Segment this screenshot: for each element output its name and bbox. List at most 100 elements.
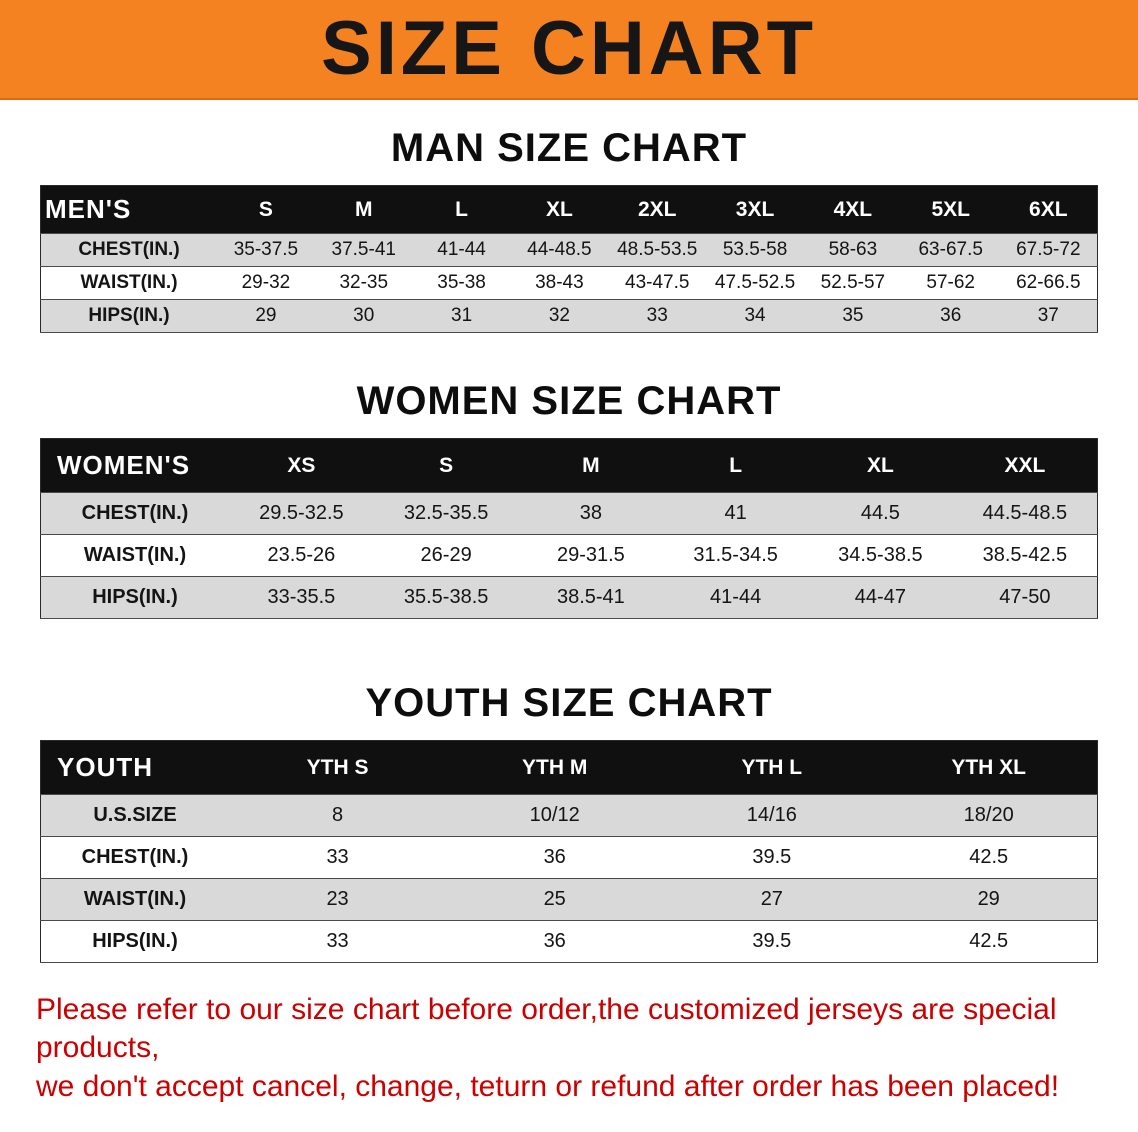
size-value-cell: 38.5-41 [556,586,625,608]
size-value-cell: 58-63 [828,239,878,260]
size-value-cell: 41-44 [437,239,486,260]
size-column-header: L [663,438,808,493]
size-column-header: 2XL [608,185,707,234]
size-value-cell: 35 [842,305,864,326]
size-value-cell: 33 [646,305,668,326]
size-value-cell: 32.5-35.5 [403,502,489,524]
size-value-cell: 38.5-42.5 [982,544,1068,566]
table-corner-label: WOMEN'S [40,438,229,493]
size-value-cell: 39.5 [752,846,792,868]
size-column-header: M [314,185,413,234]
size-column-header: 4XL [803,185,902,234]
size-value-cell: 44.5-48.5 [982,502,1068,524]
size-column-header: XL [510,185,609,234]
men-chart-title: MAN SIZE CHART [390,126,748,170]
table-row: WAIST(IN.) 23 25 27 29 [40,878,1098,921]
table-header-row: MEN'S S M L XL 2XL 3XL 4XL 5XL 6XL [40,185,1098,234]
table-row: CHEST(IN.) 35-37.5 37.5-41 41-44 44-48.5 48.5… [40,233,1098,267]
men-size-table: MEN'S S M L XL 2XL 3XL 4XL 5XL 6XL CHEST(IN.) 35-37… [40,185,1098,333]
row-label: CHEST(IN.) [78,239,180,260]
size-value-cell: 47.5-52.5 [714,272,796,293]
size-value-cell: 34.5-38.5 [838,544,923,566]
women-chart-title: WOMEN SIZE CHART [356,379,782,423]
size-column-header: 5XL [901,185,1000,234]
size-value-cell: 29 [255,305,277,326]
size-value-cell: 27 [760,888,783,910]
size-value-cell: 29 [977,888,1000,910]
size-charts-main: MAN SIZE CHART MEN'S S M L XL 2XL 3XL 4XL 5XL 6XL… [0,126,1138,963]
size-value-cell: 36 [543,930,566,952]
size-value-cell: 63-67.5 [918,239,983,260]
table-header-row: YOUTH YTH S YTH M YTH L YTH XL [40,740,1098,795]
row-label: CHEST(IN.) [81,846,189,868]
size-value-cell: 62-66.5 [1016,272,1081,293]
size-value-cell: 32 [548,305,570,326]
size-value-cell: 23 [326,888,349,910]
table-row: U.S.SIZE 8 10/12 14/16 18/20 [40,794,1098,837]
women-size-section: WOMEN SIZE CHART WOMEN'S XS S M L XL XXL CHEST(… [0,379,1138,619]
youth-chart-title: YOUTH SIZE CHART [365,681,773,725]
size-column-header: 3XL [706,185,804,234]
size-value-cell: 47-50 [999,586,1051,608]
size-value-cell: 44-48.5 [527,239,592,260]
table-row: CHEST(IN.) 29.5-32.5 32.5-35.5 38 41 44.5 44.5… [40,492,1098,535]
size-value-cell: 42.5 [969,930,1009,952]
row-label: WAIST(IN.) [80,272,178,293]
notice-line-1: Please refer to our size chart before or… [36,993,1057,1064]
women-size-table: WOMEN'S XS S M L XL XXL CHEST(IN.) 29.5-32.5 32.5… [40,438,1098,619]
size-value-cell: 18/20 [963,804,1014,826]
size-column-header: M [518,438,664,493]
size-value-cell: 53.5-58 [722,239,788,260]
size-value-cell: 37 [1037,305,1059,326]
size-value-cell: 26-29 [420,544,472,566]
row-label: HIPS(IN.) [88,305,170,326]
size-value-cell: 36 [940,305,962,326]
row-label: HIPS(IN.) [92,930,178,952]
size-value-cell: 31.5-34.5 [693,544,778,566]
size-column-header: YTH L [663,740,881,795]
size-value-cell: 34 [744,305,766,326]
men-size-section: MAN SIZE CHART MEN'S S M L XL 2XL 3XL 4XL 5XL 6XL… [0,126,1138,333]
size-value-cell: 44-47 [854,586,906,608]
table-row: HIPS(IN.) 29 30 31 32 33 34 35 36 37 [40,299,1098,333]
size-value-cell: 41-44 [710,586,762,608]
notice-line-2: we don't accept cancel, change, teturn o… [36,1070,1060,1103]
table-corner-label: MEN'S [40,185,217,234]
table-row: HIPS(IN.) 33-35.5 35.5-38.5 38.5-41 41-44 44-… [40,576,1098,619]
row-label: U.S.SIZE [93,804,177,826]
size-column-header: L [412,185,511,234]
size-column-header: YTH S [229,740,447,795]
youth-size-table: YOUTH YTH S YTH M YTH L YTH XL U.S.SIZE 8 10/12… [40,740,1098,963]
size-column-header: 6XL [999,185,1098,234]
banner: SIZE CHART [0,0,1138,100]
size-value-cell: 48.5-53.5 [617,239,698,260]
size-value-cell: 29-31.5 [556,544,625,566]
row-label: WAIST(IN.) [83,544,187,566]
size-value-cell: 33-35.5 [267,586,336,608]
table-row: WAIST(IN.) 29-32 32-35 35-38 38-43 43-47.5 47.… [40,266,1098,300]
size-value-cell: 35.5-38.5 [403,586,489,608]
size-column-header: XXL [952,438,1098,493]
size-value-cell: 35-38 [437,272,486,293]
size-value-cell: 38-43 [535,272,584,293]
size-value-cell: 33 [326,930,349,952]
size-value-cell: 32-35 [339,272,389,293]
size-value-cell: 52.5-57 [820,272,886,293]
size-value-cell: 36 [543,846,566,868]
row-label: CHEST(IN.) [81,502,189,524]
size-value-cell: 41 [724,502,747,524]
size-value-cell: 8 [332,804,344,826]
order-notice: Please refer to our size chart before or… [0,991,1138,1106]
size-value-cell: 31 [451,305,473,326]
size-column-header: S [373,438,519,493]
size-value-cell: 35-37.5 [233,239,299,260]
size-value-cell: 30 [353,305,375,326]
size-value-cell: 25 [543,888,566,910]
table-row: CHEST(IN.) 33 36 39.5 42.5 [40,836,1098,879]
size-value-cell: 67.5-72 [1016,239,1081,260]
size-value-cell: 14/16 [746,804,797,826]
size-value-cell: 39.5 [752,930,792,952]
size-column-header: YTH XL [880,740,1098,795]
size-column-header: YTH M [446,740,664,795]
